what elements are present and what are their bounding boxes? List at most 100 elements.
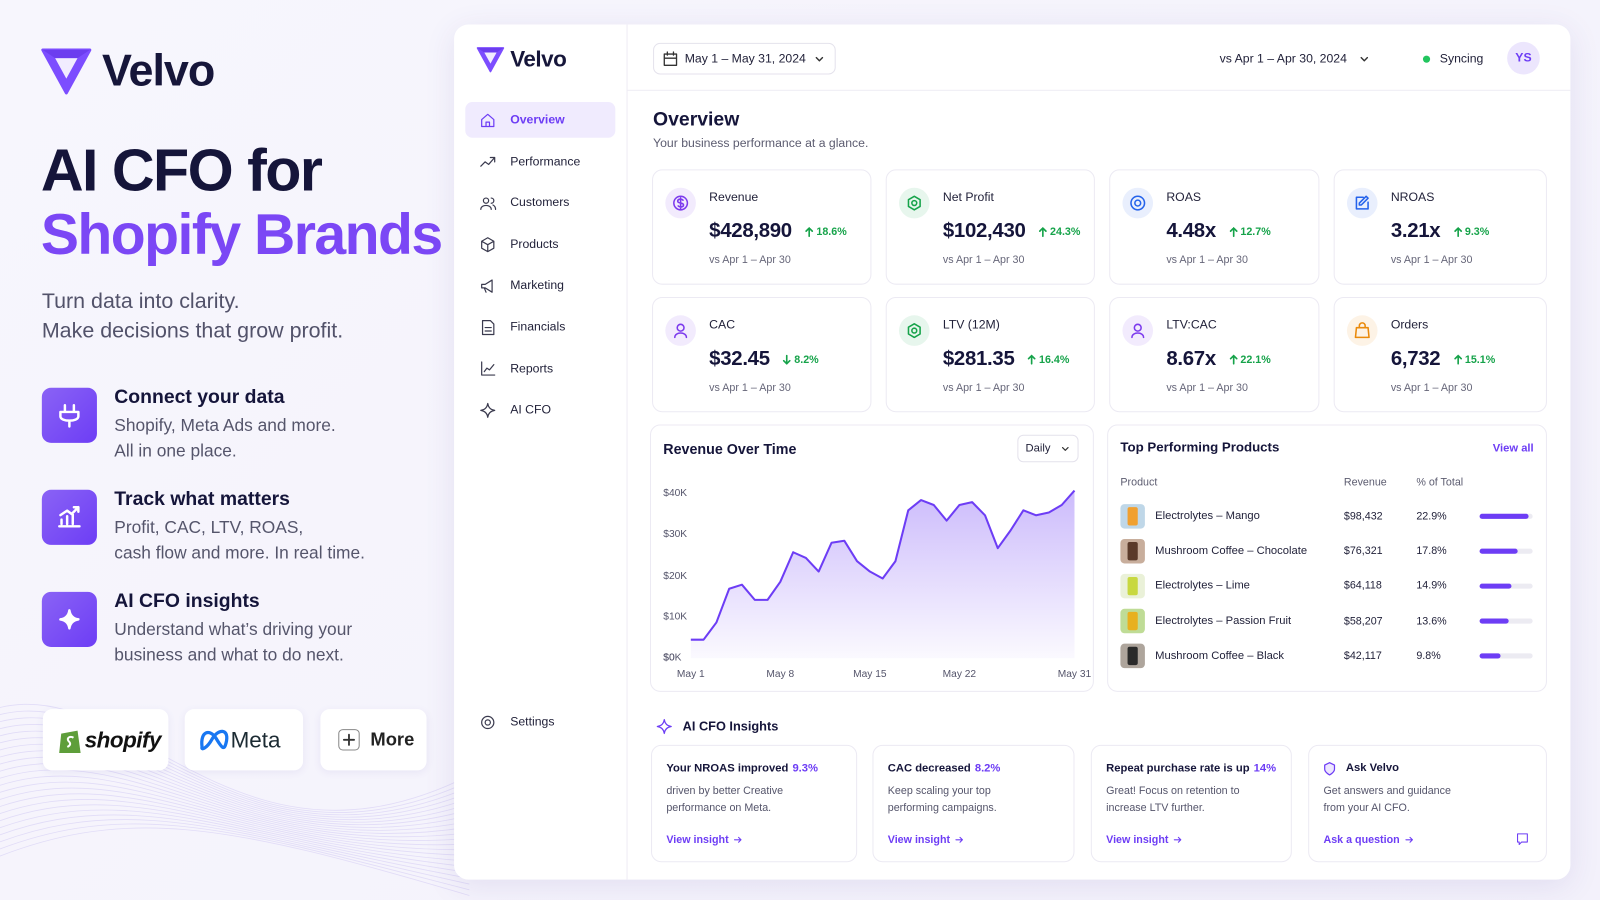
wave <box>0 710 470 813</box>
product-revenue: $76,321 <box>1343 545 1383 558</box>
integration-label[interactable]: More <box>370 729 415 750</box>
product-revenue: $64,118 <box>1343 579 1382 593</box>
insight-link[interactable]: View insight <box>887 833 951 846</box>
icon <box>674 323 688 339</box>
change-arrow <box>1453 354 1462 365</box>
change-arrow <box>1039 226 1047 237</box>
insight-headline: CAC decreased 8.2% <box>888 762 1001 774</box>
period-dropdown[interactable] <box>1017 434 1079 463</box>
nav-item[interactable]: Settings <box>510 714 555 729</box>
icon-stroke <box>481 279 493 293</box>
change-arrow <box>1229 354 1238 365</box>
ask-text: Get answers and guidance <box>1323 784 1451 797</box>
product-name: Electrolytes – Passion Fruit <box>1155 614 1292 627</box>
icon-stroke <box>1360 56 1369 62</box>
icon <box>480 197 497 210</box>
kpi-value: 3.21x <box>1390 219 1441 243</box>
y-tick-label: $20K <box>663 570 688 582</box>
icon-stroke <box>1405 836 1413 843</box>
date-range[interactable]: May 1 – May 31, 2024 <box>684 51 806 66</box>
wave <box>0 775 470 841</box>
nav-item[interactable]: Reports <box>510 360 554 376</box>
icon <box>481 715 495 730</box>
product-bottle <box>1127 542 1138 561</box>
icon-stroke <box>1061 447 1069 451</box>
kpi-value-row: $102,430 24.3% <box>943 220 1081 243</box>
icon <box>1360 56 1369 62</box>
kpi-change-text: 12.7% <box>1240 225 1271 238</box>
line <box>690 489 1076 641</box>
y-tick-label: $0K <box>663 652 682 664</box>
ask-link[interactable]: Ask a question <box>1323 833 1400 846</box>
nav-item[interactable]: Overview <box>510 112 565 127</box>
kpi-value: $281.35 <box>942 347 1015 370</box>
kpi-value-row: 8.67x 22.1% <box>1166 347 1270 370</box>
status: Syncing <box>1439 51 1484 66</box>
arrow <box>1229 354 1238 365</box>
kpi-change: 24.3% <box>1038 226 1080 238</box>
icon-stroke <box>481 113 495 128</box>
integration-label: Meta <box>230 726 281 753</box>
wave <box>0 799 470 862</box>
kpi-card <box>1109 169 1320 285</box>
icon-stroke <box>907 323 921 339</box>
product-revenue: $98,432 <box>1343 510 1383 523</box>
kpi-change-text: 16.4% <box>1038 353 1070 366</box>
feature-title: AI CFO insights <box>114 590 260 613</box>
nav-item[interactable]: Marketing <box>510 278 564 293</box>
nav-item[interactable]: Products <box>510 236 559 251</box>
nav-item[interactable]: AI CFO <box>510 402 552 417</box>
wave <box>0 763 470 834</box>
integration-badge <box>184 709 304 771</box>
insight-text: Great! Focus on retention to <box>1106 784 1240 797</box>
icon-stroke <box>1355 195 1369 210</box>
nav-item[interactable]: Financials <box>510 319 566 334</box>
nav-item[interactable]: Customers <box>510 195 570 210</box>
chart-title: Revenue Over Time <box>663 440 797 458</box>
kpi-label: CAC <box>709 317 736 332</box>
icon <box>1355 195 1369 210</box>
integration-badge[interactable] <box>320 709 427 771</box>
plus-box <box>338 729 360 751</box>
view-all-link[interactable]: View all <box>1492 442 1534 455</box>
kpi-label: Revenue <box>709 189 759 205</box>
icon <box>1061 447 1069 451</box>
wave <box>0 769 470 838</box>
kpi-change: 15.1% <box>1453 353 1495 365</box>
insight-text: performance on Meta. <box>666 802 772 815</box>
kpi-change-text: 9.3% <box>1464 225 1490 238</box>
arrow <box>783 354 791 365</box>
y-tick-label: $40K <box>663 488 688 500</box>
insight-link[interactable]: View insight <box>1106 833 1169 846</box>
insight-title: CAC decreased <box>887 762 971 775</box>
compare-range[interactable]: vs Apr 1 – Apr 30, 2024 <box>1219 51 1347 66</box>
product-share: 22.9% <box>1416 510 1447 523</box>
feature-text: All in one place. <box>114 441 237 461</box>
kpi-icon-bg <box>1122 187 1154 219</box>
status-dot <box>1422 55 1431 63</box>
insight-title: Your NROAS improved <box>666 762 789 775</box>
icon <box>59 609 80 630</box>
icon-stroke <box>663 51 678 66</box>
kpi-compare: vs Apr 1 – Apr 30 <box>709 254 791 267</box>
kpi-change-text: 22.1% <box>1240 353 1271 366</box>
icon <box>1354 322 1370 339</box>
feature-title: Connect your data <box>114 386 285 409</box>
insight-card <box>872 744 1075 863</box>
change-arrow <box>805 226 814 237</box>
avatar-initials[interactable]: YS <box>1515 50 1532 65</box>
date-picker[interactable] <box>653 42 836 75</box>
column-header: Revenue <box>1343 476 1387 489</box>
product-name: Electrolytes – Lime <box>1155 579 1250 592</box>
nav-item[interactable]: Performance <box>510 153 581 169</box>
feature-icon-box <box>41 489 97 545</box>
kpi-label: Orders <box>1390 317 1429 332</box>
icon <box>342 733 355 746</box>
product-name: Electrolytes – Mango <box>1155 509 1260 523</box>
wave <box>0 703 470 811</box>
kpi-card <box>652 169 872 285</box>
period-label[interactable]: Daily <box>1025 442 1051 455</box>
insight-link[interactable]: View insight <box>666 833 729 846</box>
product-share: 14.9% <box>1416 579 1447 593</box>
kpi-compare: vs Apr 1 – Apr 30 <box>942 381 1025 394</box>
